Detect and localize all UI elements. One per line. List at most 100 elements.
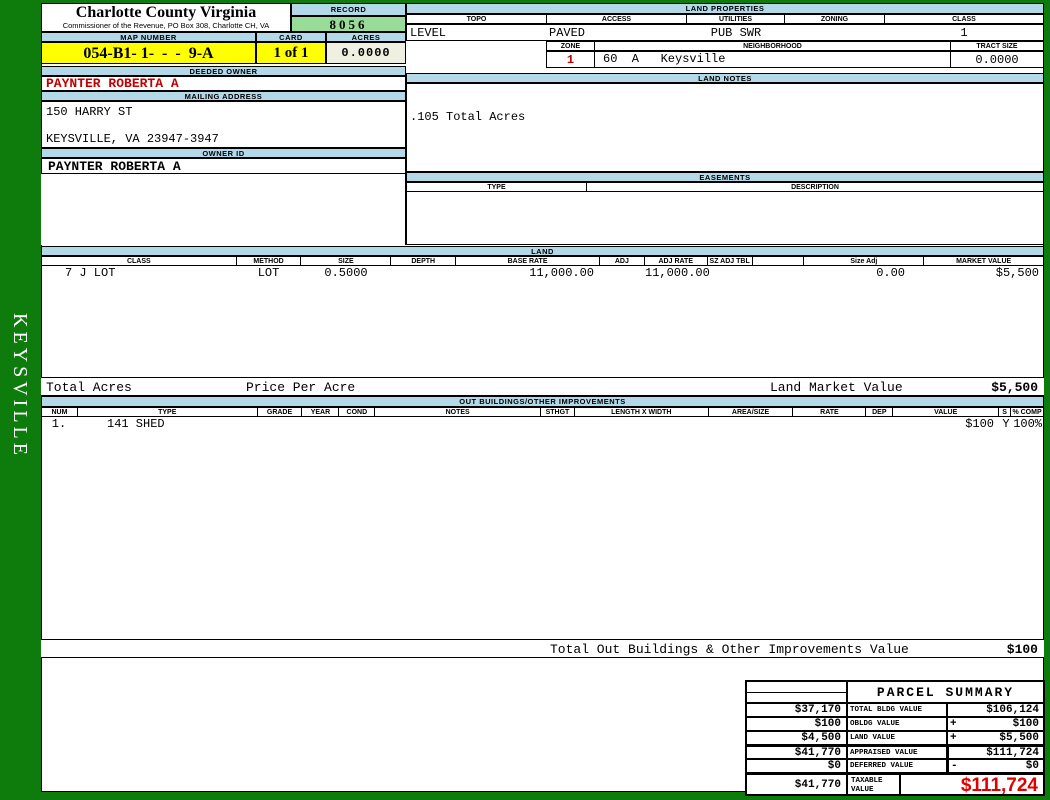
- ps-value-obldg-cell: + $100: [947, 717, 1044, 731]
- ob-col-sthgt: STHGT: [541, 408, 575, 416]
- land-col-size: SIZE: [301, 257, 392, 265]
- address-line-2: KEYSVILLE, VA 23947-3947: [46, 132, 219, 146]
- easements-title: EASEMENTS: [406, 172, 1044, 182]
- ps-value-total-bldg: $106,124: [986, 704, 1039, 716]
- ob-col-num: NUM: [42, 408, 78, 416]
- ps-label-taxable: TAXABLE VALUE: [847, 773, 900, 795]
- ob-col-grade: GRADE: [258, 408, 303, 416]
- land-col-size-adj: Size Adj: [804, 257, 925, 265]
- ps-value-deferred: $0: [1025, 760, 1039, 772]
- land-col-class: CLASS: [42, 257, 237, 265]
- land-properties-title: LAND PROPERTIES: [406, 3, 1044, 14]
- county-title: Charlotte County Virginia: [75, 4, 257, 21]
- land-notes-text: .105 Total Acres: [410, 110, 526, 124]
- ps-value-land: $5,500: [999, 732, 1039, 744]
- ps-prior-total-bldg: $37,170: [746, 703, 847, 717]
- land-col-adj: ADJ: [600, 257, 645, 265]
- ps-value-appraised-cell: $111,724: [947, 745, 1044, 759]
- ps-value-deferred-cell: - $0: [947, 759, 1044, 773]
- ps-label-deferred: DEFERRED VALUE: [847, 759, 947, 773]
- ps-value-land-cell: + $5,500: [947, 731, 1044, 745]
- county-subtitle: Commissioner of the Revenue, PO Box 308,…: [62, 21, 270, 30]
- owner-section-filler: [41, 174, 406, 245]
- topo-column-header: TOPO: [407, 15, 547, 23]
- land-base-rate-value: 11,000.00: [529, 266, 594, 280]
- ob-col-cond: COND: [339, 408, 376, 416]
- ps-sign-deferred: -: [951, 760, 958, 772]
- ob-col-pct-comp: % COMP: [1012, 408, 1042, 416]
- neighborhood-column-header: NEIGHBORHOOD: [595, 42, 951, 50]
- access-column-header: ACCESS: [547, 15, 687, 23]
- land-market-value: $5,500: [995, 266, 1039, 280]
- land-market-value-label: Land Market Value: [770, 380, 903, 395]
- ps-label-appraised: APPRAISED VALUE: [847, 745, 947, 759]
- ob-pct-comp-value: 100%: [1013, 417, 1042, 431]
- land-size-adj-value: 0.00: [876, 266, 905, 280]
- ps-value-total-bldg-cell: $106,124: [947, 703, 1044, 717]
- ob-col-rate: RATE: [793, 408, 867, 416]
- tract-size-value: 0.0000: [975, 52, 1019, 67]
- ps-topleft-cell: [746, 681, 847, 703]
- land-class-value: 7 J LOT: [65, 266, 116, 280]
- land-properties-header-row: TOPO ACCESS UTILITIES ZONING CLASS: [406, 14, 1044, 24]
- parcel-summary-title: PARCEL SUMMARY: [847, 681, 1044, 703]
- ps-value-taxable: $111,724: [960, 775, 1038, 796]
- ob-col-value: VALUE: [893, 408, 1000, 416]
- topo-value: LEVEL: [410, 26, 447, 40]
- ob-s-value: Y: [1002, 417, 1010, 431]
- owner-id-label: OWNER ID: [41, 148, 406, 158]
- easement-description-column-header: DESCRIPTION: [791, 183, 839, 191]
- easement-type-column-header: TYPE: [407, 183, 587, 191]
- zone-column-header: ZONE: [547, 42, 595, 50]
- ps-value-obldg: $100: [1012, 718, 1039, 730]
- ob-col-notes: NOTES: [375, 408, 541, 416]
- ob-col-length-width: LENGTH X WIDTH: [575, 408, 709, 416]
- land-notes-title: LAND NOTES: [406, 73, 1044, 83]
- mailing-address-box: 150 HARRY ST KEYSVILLE, VA 23947-3947: [41, 101, 406, 148]
- ob-value: $100: [965, 417, 994, 431]
- ob-col-area-size: AREA/SIZE: [709, 408, 794, 416]
- deeded-owner-value: PAYNTER ROBERTA A: [41, 76, 406, 91]
- class-value: 1: [960, 26, 968, 40]
- zone-value: 1: [547, 52, 595, 67]
- zone-value-row: 1 60 A Keysville 0.0000: [546, 51, 1044, 68]
- tract-size-column-header: TRACT SIZE: [976, 42, 1018, 50]
- out-buildings-data-row: 1. 141 SHED $100 Y 100%: [41, 417, 1044, 431]
- land-col-method: METHOD: [237, 257, 302, 265]
- ps-prior-appraised: $41,770: [746, 745, 847, 759]
- land-total-row: Total Acres Price Per Acre Land Market V…: [41, 377, 1044, 396]
- owner-id-value: PAYNTER ROBERTA A: [41, 158, 406, 174]
- land-col-adj-rate: ADJ RATE: [645, 257, 708, 265]
- out-buildings-header-row: NUM TYPE GRADE YEAR COND NOTES STHGT LEN…: [41, 407, 1044, 417]
- class-column-header: CLASS: [952, 15, 976, 23]
- total-acres-label: Total Acres: [46, 380, 132, 395]
- ps-value-taxable-cell: $111,724: [900, 773, 1044, 796]
- zoning-column-header: ZONING: [785, 15, 885, 23]
- record-value: 8056: [291, 16, 406, 32]
- utilities-column-header: UTILITIES: [687, 15, 785, 23]
- ps-prior-land: $4,500: [746, 731, 847, 745]
- ps-prior-deferred: $0: [746, 759, 847, 773]
- land-col-market-value: MARKET VALUE: [956, 257, 1012, 265]
- ps-label-land: LAND VALUE: [847, 731, 947, 745]
- utilities-value: PUB SWR: [710, 26, 762, 40]
- land-market-value-total: $5,500: [991, 380, 1038, 395]
- easements-header-row: TYPE DESCRIPTION: [406, 182, 1044, 192]
- ob-num-value: 1.: [51, 417, 67, 431]
- ob-total-value: $100: [1006, 642, 1038, 657]
- ps-topleft-divider: [747, 682, 846, 693]
- ps-label-obldg: OBLDG VALUE: [847, 717, 947, 731]
- address-line-1: 150 HARRY ST: [46, 105, 133, 119]
- ps-label-total-bldg: TOTAL BLDG VALUE: [847, 703, 947, 717]
- card-value: 1 of 1: [256, 42, 326, 64]
- land-col-base-rate: BASE RATE: [456, 257, 600, 265]
- county-header: Charlotte County Virginia Commissioner o…: [41, 3, 291, 32]
- land-header-row: CLASS METHOD SIZE DEPTH BASE RATE ADJ AD…: [41, 256, 1044, 266]
- land-adj-rate-value: 11,000.00: [645, 266, 710, 280]
- zone-header-row: ZONE NEIGHBORHOOD TRACT SIZE: [546, 41, 1044, 51]
- ob-col-year: YEAR: [302, 408, 340, 416]
- ob-col-s: S: [999, 408, 1012, 416]
- land-col-blank: [753, 257, 805, 265]
- easements-box: [406, 192, 1044, 245]
